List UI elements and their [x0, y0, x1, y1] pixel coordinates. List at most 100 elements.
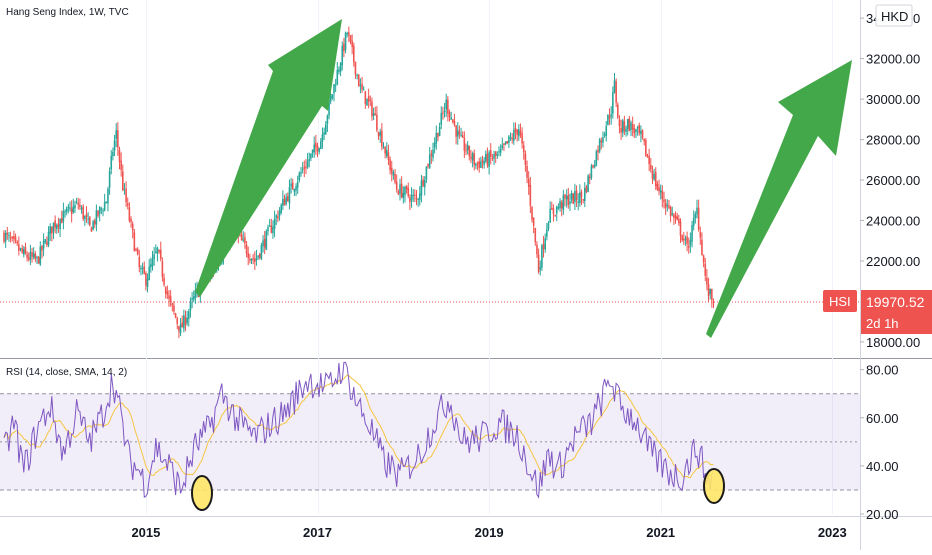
- candle: [643, 138, 645, 146]
- candle-body: [4, 233, 7, 242]
- candle-body: [587, 175, 589, 193]
- candle-body: [414, 194, 416, 197]
- candle: [300, 166, 302, 177]
- candle-body: [633, 128, 636, 134]
- candle: [501, 137, 504, 151]
- candle: [318, 147, 320, 155]
- candle: [414, 189, 416, 202]
- candle: [338, 66, 340, 75]
- candle: [579, 184, 581, 207]
- candle: [331, 94, 334, 100]
- candle: [250, 258, 253, 265]
- candle: [475, 162, 477, 170]
- candle-body: [176, 318, 179, 324]
- candle-body: [671, 213, 674, 215]
- candle: [138, 249, 141, 273]
- candle-body: [179, 324, 182, 334]
- candle-body: [377, 131, 380, 137]
- candle-body: [555, 206, 558, 214]
- candle-body: [460, 135, 462, 137]
- candle: [336, 61, 339, 86]
- candle: [29, 244, 32, 266]
- candle-body: [399, 184, 401, 194]
- candle-body: [366, 98, 368, 106]
- candle: [485, 150, 487, 164]
- candle-body: [448, 112, 451, 118]
- candle: [656, 180, 659, 192]
- candle-body: [526, 166, 528, 178]
- price-tick-label: 28000.00: [866, 133, 920, 148]
- candle-body: [420, 180, 423, 196]
- candle-body: [618, 119, 621, 127]
- candle-body: [37, 257, 40, 264]
- candle-body: [569, 201, 571, 204]
- candle: [694, 211, 697, 224]
- candle: [707, 277, 710, 303]
- candle-body: [288, 187, 291, 204]
- candle: [275, 214, 278, 226]
- candle: [123, 183, 126, 195]
- candle-body: [678, 218, 680, 224]
- candle-body: [659, 189, 662, 193]
- candle-body: [27, 257, 30, 260]
- candle-body: [41, 246, 43, 251]
- candle-body: [382, 147, 385, 149]
- candle: [305, 158, 307, 175]
- candle-body: [126, 203, 129, 206]
- candle: [445, 93, 447, 117]
- candle-body: [480, 161, 482, 168]
- candle-body: [580, 191, 583, 197]
- symbol-tag-box: [823, 290, 857, 313]
- candle-body: [584, 188, 586, 202]
- candle-body: [280, 204, 282, 213]
- candle: [640, 125, 642, 143]
- candle: [546, 222, 548, 241]
- candle: [4, 230, 7, 248]
- candle: [709, 288, 711, 300]
- candle-body: [617, 104, 619, 118]
- candle: [480, 156, 482, 168]
- candle-body: [509, 137, 512, 139]
- candle-body: [174, 313, 177, 318]
- candle: [603, 131, 606, 138]
- candle: [570, 190, 573, 204]
- candle-body: [572, 193, 575, 204]
- candle: [562, 189, 565, 215]
- candle: [410, 187, 413, 208]
- candle: [273, 210, 276, 238]
- currency-label: HKD: [875, 4, 913, 27]
- candle: [18, 236, 20, 256]
- candle-body: [133, 232, 136, 252]
- candle-body: [356, 74, 358, 76]
- candle-body: [67, 206, 70, 209]
- candle-body: [400, 183, 403, 198]
- candle-body: [273, 218, 276, 229]
- candle-body: [673, 214, 675, 218]
- candle: [681, 234, 683, 242]
- candle-body: [485, 153, 487, 162]
- candle: [367, 88, 370, 109]
- candle: [59, 218, 61, 237]
- candle: [70, 200, 73, 223]
- candle: [648, 148, 650, 172]
- candle-body: [59, 219, 61, 230]
- candle-body: [117, 130, 119, 148]
- candle-body: [686, 236, 688, 244]
- candle: [151, 250, 154, 271]
- candle-body: [404, 186, 406, 196]
- candle: [384, 146, 386, 159]
- candle: [696, 199, 698, 219]
- candle-body: [630, 122, 632, 131]
- candle: [126, 197, 129, 210]
- candle: [514, 122, 517, 140]
- candle-body: [163, 277, 165, 285]
- candle: [141, 262, 144, 275]
- candle-body: [643, 138, 645, 142]
- candle-body: [272, 226, 274, 234]
- candle-body: [529, 185, 532, 206]
- candle: [518, 124, 520, 141]
- candle-body: [148, 266, 150, 280]
- candle-body: [254, 258, 256, 262]
- candle: [161, 257, 164, 282]
